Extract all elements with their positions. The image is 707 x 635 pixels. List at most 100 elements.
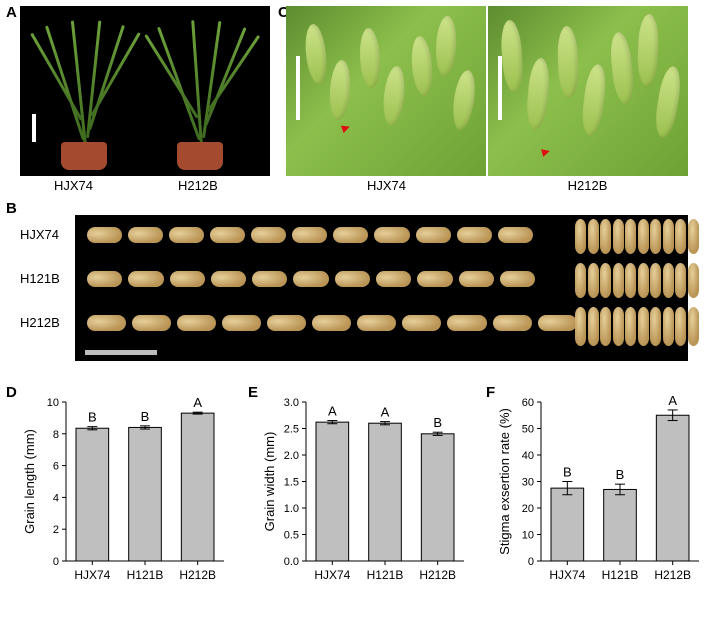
grain-vertical xyxy=(600,219,611,254)
grain-horizontal xyxy=(177,315,216,331)
grain-vertical xyxy=(613,219,624,254)
panel-b-row-label-1: HJX74 xyxy=(20,227,59,242)
panel-b-row-label-2: H121B xyxy=(20,271,60,286)
svg-text:2.5: 2.5 xyxy=(284,424,299,436)
grain-horizontal xyxy=(498,227,533,243)
svg-text:10: 10 xyxy=(522,530,534,542)
grain-vertical xyxy=(575,263,586,298)
grain-horizontal xyxy=(211,271,246,287)
grain-horizontal xyxy=(87,315,126,331)
scalebar-panel-c-1 xyxy=(296,56,300,120)
grain-vertical xyxy=(613,307,624,346)
panel-label-f: F xyxy=(486,384,495,401)
grain-vertical xyxy=(663,219,674,254)
svg-text:H212B: H212B xyxy=(419,568,456,582)
grain-vertical xyxy=(688,219,699,254)
svg-text:1.5: 1.5 xyxy=(284,477,299,489)
grain-vertical xyxy=(675,263,686,298)
svg-text:3.0: 3.0 xyxy=(284,397,299,409)
grain-horizontal xyxy=(417,271,452,287)
grain-vertical xyxy=(638,219,649,254)
grain-vertical xyxy=(650,263,661,298)
grain-horizontal xyxy=(87,227,122,243)
svg-text:1.0: 1.0 xyxy=(284,503,299,515)
svg-text:10: 10 xyxy=(47,397,59,409)
grain-horizontal xyxy=(374,227,409,243)
grain-horizontal xyxy=(293,271,328,287)
grain-vertical xyxy=(600,307,611,346)
grain-vertical xyxy=(625,219,636,254)
svg-text:2.0: 2.0 xyxy=(284,450,299,462)
svg-text:B: B xyxy=(141,409,150,424)
grain-vertical xyxy=(588,307,599,346)
grain-vertical xyxy=(588,219,599,254)
svg-text:8: 8 xyxy=(53,429,59,441)
grain-horizontal xyxy=(292,227,327,243)
grain-horizontal xyxy=(500,271,535,287)
grain-vertical xyxy=(625,307,636,346)
grain-horizontal xyxy=(333,227,368,243)
grain-vertical xyxy=(613,263,624,298)
panel-b-image xyxy=(75,215,688,361)
grain-vertical xyxy=(688,263,699,298)
panel-label-a: A xyxy=(6,4,17,21)
grain-horizontal xyxy=(416,227,451,243)
svg-text:6: 6 xyxy=(53,461,59,473)
grain-horizontal xyxy=(376,271,411,287)
svg-text:0.0: 0.0 xyxy=(284,556,299,568)
svg-text:4: 4 xyxy=(53,492,59,504)
scalebar-panel-c-2 xyxy=(498,56,502,120)
grain-horizontal xyxy=(128,271,163,287)
svg-text:H212B: H212B xyxy=(179,568,216,582)
grain-vertical xyxy=(675,219,686,254)
svg-text:50: 50 xyxy=(522,424,534,436)
svg-text:H121B: H121B xyxy=(367,568,404,582)
svg-text:2: 2 xyxy=(53,524,59,536)
arrow-red-2 xyxy=(541,147,551,157)
grain-vertical xyxy=(600,263,611,298)
chart-d: 0246810Grain length (mm)BHJX74BH121BAH21… xyxy=(20,392,232,597)
svg-text:0: 0 xyxy=(528,556,534,568)
svg-text:B: B xyxy=(616,467,625,482)
svg-text:A: A xyxy=(193,395,202,410)
panel-a-image xyxy=(20,6,270,176)
svg-text:0: 0 xyxy=(53,556,59,568)
grain-horizontal xyxy=(267,315,306,331)
svg-text:A: A xyxy=(668,393,677,408)
svg-text:0.5: 0.5 xyxy=(284,530,299,542)
grain-horizontal xyxy=(457,227,492,243)
grain-horizontal xyxy=(251,227,286,243)
grain-vertical xyxy=(688,307,699,346)
svg-text:60: 60 xyxy=(522,397,534,409)
grain-horizontal xyxy=(447,315,486,331)
grain-horizontal xyxy=(210,227,245,243)
svg-text:B: B xyxy=(433,415,442,430)
panel-label-b: B xyxy=(6,200,17,217)
svg-text:30: 30 xyxy=(522,477,534,489)
grain-vertical xyxy=(588,263,599,298)
panel-b-row-label-3: H212B xyxy=(20,315,60,330)
grain-vertical xyxy=(575,307,586,346)
svg-text:A: A xyxy=(328,404,337,419)
grain-horizontal xyxy=(170,271,205,287)
grain-vertical xyxy=(663,263,674,298)
grain-horizontal xyxy=(222,315,261,331)
svg-text:20: 20 xyxy=(522,503,534,515)
grain-horizontal xyxy=(402,315,441,331)
svg-text:HJX74: HJX74 xyxy=(549,568,585,582)
grain-horizontal xyxy=(493,315,532,331)
svg-text:Stigma exsertion rate (%): Stigma exsertion rate (%) xyxy=(497,408,512,555)
svg-text:Grain width (mm): Grain width (mm) xyxy=(262,432,277,532)
svg-text:B: B xyxy=(563,465,572,480)
scalebar-panel-a xyxy=(32,114,36,142)
grain-horizontal xyxy=(357,315,396,331)
grain-horizontal xyxy=(459,271,494,287)
svg-text:H121B: H121B xyxy=(127,568,164,582)
svg-text:B: B xyxy=(88,410,97,425)
scalebar-panel-b xyxy=(85,350,157,355)
panel-label-e: E xyxy=(248,384,258,401)
grain-horizontal xyxy=(538,315,577,331)
panel-label-d: D xyxy=(6,384,17,401)
chart-f: 0102030405060Stigma exsertion rate (%)BH… xyxy=(495,392,707,597)
svg-text:H121B: H121B xyxy=(602,568,639,582)
